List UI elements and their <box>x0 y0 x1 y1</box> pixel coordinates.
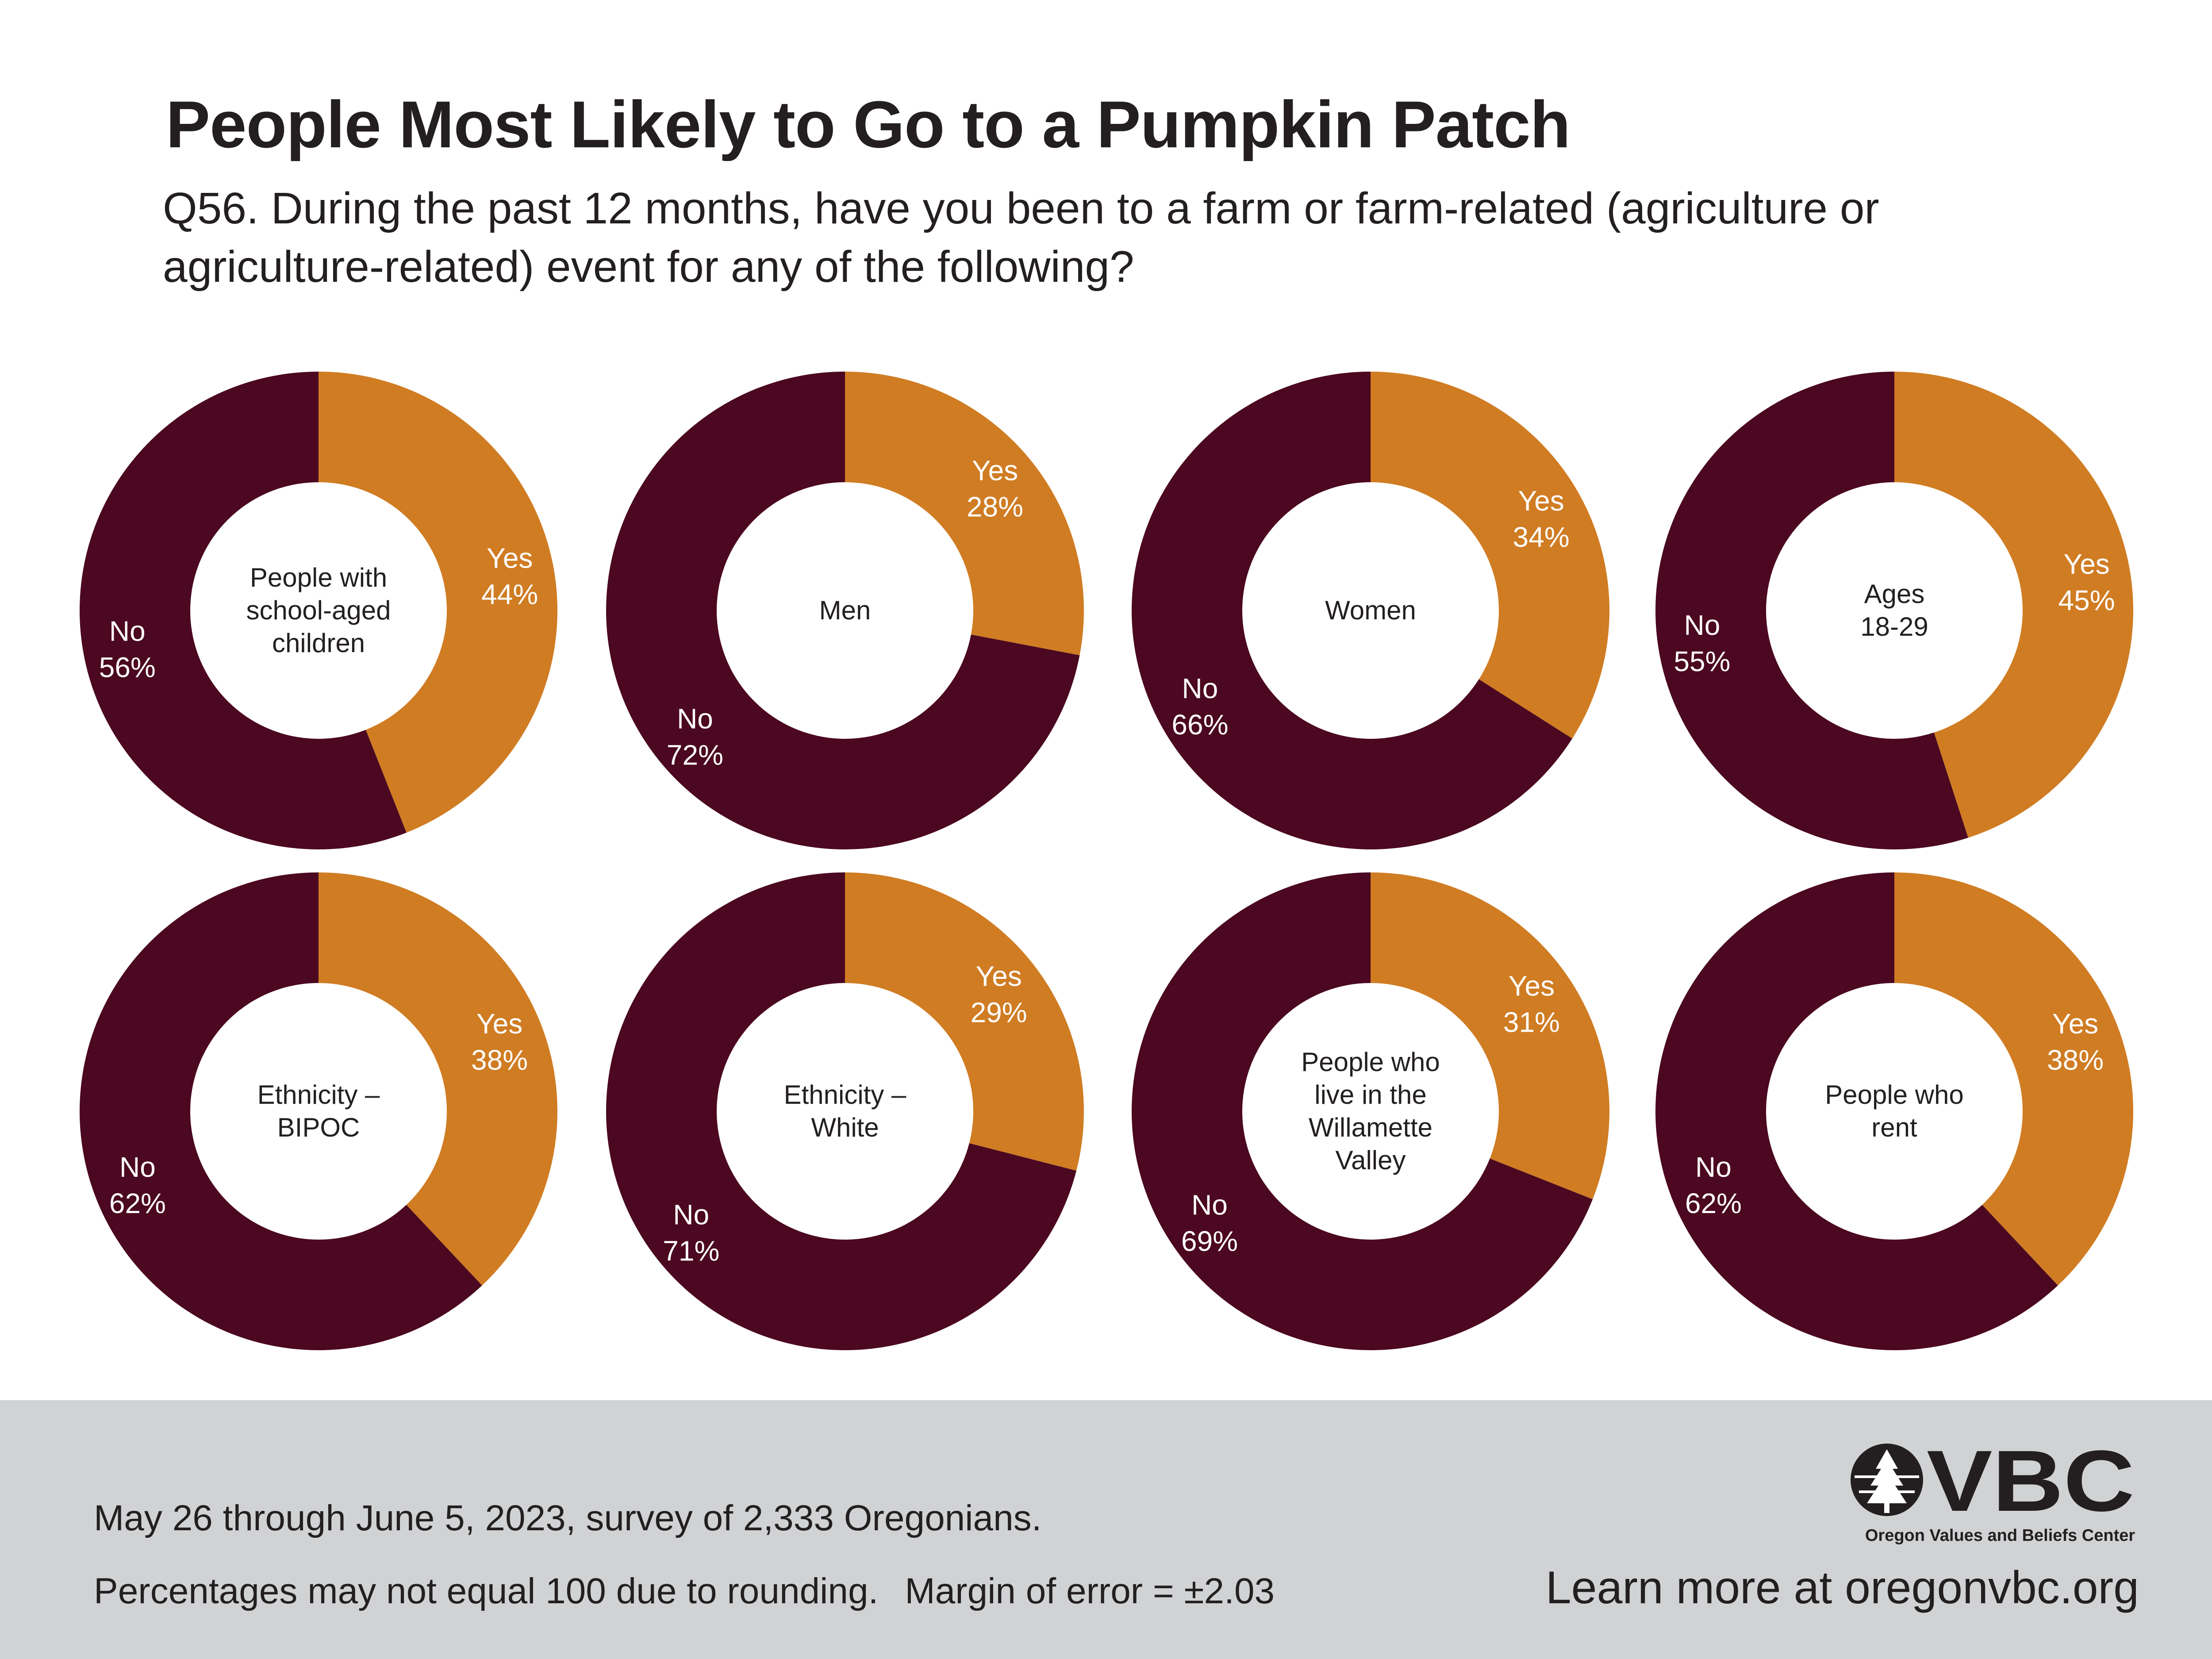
donut-chart: Yes 34% No 66% Women <box>1131 372 1609 850</box>
slice-yes <box>845 872 1084 1171</box>
slice-no <box>606 872 1077 1350</box>
slice-label-yes: Yes 38% <box>471 1008 528 1076</box>
donut-center-label: Women <box>1325 595 1416 625</box>
margin-note: Margin of error = ±2.03 <box>905 1571 1275 1611</box>
slice-yes <box>1894 872 2133 1286</box>
slice-label-yes: Yes 38% <box>2047 1008 2104 1076</box>
donut-chart: Yes 38% No 62% People who rent <box>1655 872 2133 1350</box>
tree-globe-icon <box>1851 1444 1923 1516</box>
donut-chart: Yes 44% No 56% People with school-aged childre… <box>79 372 557 849</box>
learn-more-link[interactable]: Learn more at oregonvbc.org <box>1545 1562 2139 1613</box>
donut-chart: Yes 45% No 55% Ages 18-29 <box>1655 372 2133 850</box>
slice-no <box>79 872 482 1350</box>
slice-label-no: No 55% <box>1674 609 1730 677</box>
donut-center-label: People who rent <box>1825 1080 1964 1142</box>
slice-yes <box>1894 372 2133 838</box>
org-name: Oregon Values and Beliefs Center <box>1865 1526 2135 1545</box>
slice-label-no: No 69% <box>1181 1189 1238 1257</box>
chart-title: People Most Likely to Go to a Pumpkin Pa… <box>166 87 1571 161</box>
rounding-note: Percentages may not equal 100 due to rou… <box>94 1571 879 1611</box>
vbc-logo[interactable]: VBC <box>1849 1442 2141 1517</box>
slice-label-no: No 71% <box>663 1199 719 1267</box>
rounding-margin-note: Percentages may not equal 100 due to rou… <box>94 1571 1275 1612</box>
donut-center-label: Ethnicity – White <box>784 1080 906 1142</box>
slice-label-yes: Yes 29% <box>971 960 1027 1028</box>
donut-chart: Yes 29% No 71% Ethnicity – White <box>606 872 1084 1350</box>
slice-label-yes: Yes 45% <box>2058 548 2115 616</box>
donut-center-label: People who live in the Willamette Valley <box>1301 1047 1440 1175</box>
slice-label-yes: Yes 31% <box>1503 970 1560 1038</box>
slice-no <box>1131 372 1572 850</box>
survey-note: May 26 through June 5, 2023, survey of 2… <box>94 1498 1042 1538</box>
slice-yes <box>319 372 557 833</box>
slice-label-yes: Yes 34% <box>1513 485 1570 553</box>
slice-no <box>1655 872 2058 1350</box>
slice-no <box>1132 872 1593 1350</box>
slice-label-no: No 56% <box>99 615 156 683</box>
donut-chart: Yes 31% No 69% People who live in the Willamet… <box>1132 872 1610 1350</box>
slice-label-yes: Yes 44% <box>481 542 538 611</box>
slice-yes <box>845 372 1084 656</box>
donut-charts: Yes 44% No 56% People with school-aged childre… <box>79 372 2133 1350</box>
slice-label-no: No 62% <box>109 1151 166 1219</box>
footer: May 26 through June 5, 2023, survey of 2… <box>0 1400 2212 1659</box>
slice-no <box>79 372 407 849</box>
donut-center-label: People with school-aged children <box>246 563 391 658</box>
slice-yes <box>1371 872 1610 1199</box>
slice-no <box>606 372 1080 849</box>
slice-label-no: No 62% <box>1685 1151 1742 1219</box>
donut-center-label: Men <box>819 595 871 625</box>
slice-label-no: No 72% <box>667 703 723 771</box>
slice-label-yes: Yes 28% <box>967 455 1023 523</box>
donut-chart: Yes 28% No 72% Men <box>606 372 1084 849</box>
donut-center-label: Ages 18-29 <box>1860 579 1928 641</box>
slice-yes <box>1371 372 1609 739</box>
slice-no <box>1655 372 1968 850</box>
chart-subtitle: Q56. During the past 12 months, have you… <box>163 184 1879 292</box>
slice-label-no: No 66% <box>1171 672 1228 741</box>
donut-chart: Yes 38% No 62% Ethnicity – BIPOC <box>79 872 557 1350</box>
donut-center-label: Ethnicity – BIPOC <box>257 1080 380 1142</box>
slice-yes <box>319 872 557 1286</box>
vbc-logo-text: VBC <box>1927 1442 2135 1517</box>
